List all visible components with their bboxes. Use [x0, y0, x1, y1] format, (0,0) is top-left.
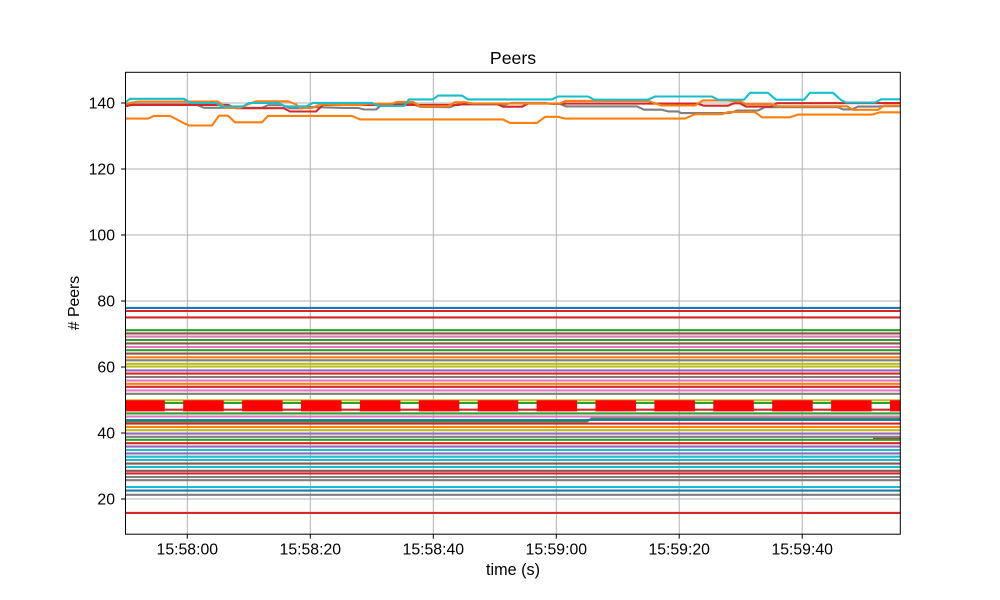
svg-text:Peers: Peers	[490, 48, 536, 68]
svg-text:15:59:00: 15:59:00	[526, 541, 588, 558]
svg-text:120: 120	[89, 162, 116, 179]
svg-text:15:59:20: 15:59:20	[648, 541, 710, 558]
svg-text:140: 140	[89, 96, 116, 113]
svg-text:15:58:40: 15:58:40	[403, 541, 465, 558]
svg-text:15:59:40: 15:59:40	[771, 541, 833, 558]
svg-text:time (s): time (s)	[486, 561, 540, 579]
svg-text:15:58:20: 15:58:20	[280, 541, 342, 558]
svg-text:# Peers: # Peers	[66, 276, 83, 331]
svg-text:60: 60	[97, 360, 115, 377]
svg-text:100: 100	[89, 228, 116, 245]
svg-text:80: 80	[97, 294, 115, 311]
svg-text:20: 20	[97, 492, 115, 509]
svg-text:40: 40	[97, 426, 115, 443]
svg-text:15:58:00: 15:58:00	[157, 541, 219, 558]
